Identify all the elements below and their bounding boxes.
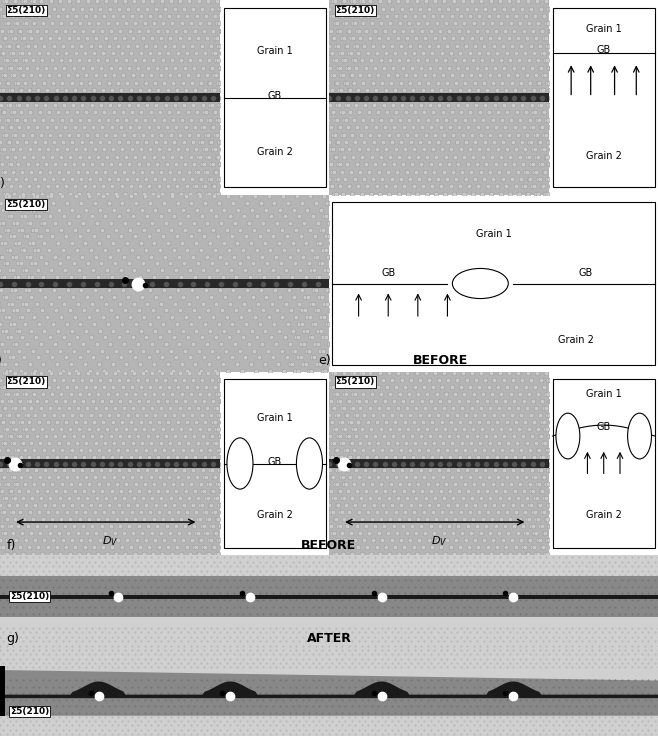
Ellipse shape	[227, 438, 253, 489]
Text: AFTER: AFTER	[307, 632, 351, 645]
Text: Grain 2: Grain 2	[257, 147, 293, 157]
Text: Σ5(210): Σ5(210)	[10, 592, 49, 601]
Ellipse shape	[556, 413, 580, 459]
Ellipse shape	[297, 438, 322, 489]
Text: Σ5(210): Σ5(210)	[7, 6, 46, 15]
Circle shape	[453, 269, 509, 299]
Text: GB: GB	[597, 422, 611, 432]
Bar	[0, 595, 658, 598]
Text: GB: GB	[268, 91, 282, 101]
Text: Grain 1: Grain 1	[586, 24, 622, 35]
Text: Grain 1: Grain 1	[586, 389, 622, 399]
Text: Grain 1: Grain 1	[257, 413, 293, 422]
Text: d): d)	[0, 353, 2, 367]
Polygon shape	[0, 670, 658, 715]
Bar	[0, 576, 658, 618]
Text: Σ5(210): Σ5(210)	[7, 200, 46, 209]
Text: GB: GB	[578, 268, 593, 278]
Text: BEFORE: BEFORE	[413, 353, 468, 367]
Text: Grain 2: Grain 2	[586, 510, 622, 520]
Text: e): e)	[318, 353, 330, 367]
Text: BEFORE: BEFORE	[301, 539, 357, 552]
Text: c): c)	[0, 177, 5, 190]
Text: f): f)	[7, 539, 16, 552]
Text: Grain 1: Grain 1	[257, 46, 293, 56]
Bar	[329, 93, 549, 102]
Text: GB: GB	[381, 268, 395, 278]
Text: g): g)	[7, 632, 20, 645]
Text: Grain 2: Grain 2	[558, 335, 594, 345]
Text: Grain 1: Grain 1	[476, 229, 511, 239]
Text: Σ5(210): Σ5(210)	[7, 378, 46, 386]
Bar	[0, 279, 329, 288]
Text: Grain 2: Grain 2	[586, 151, 622, 161]
Text: Σ5(210): Σ5(210)	[336, 378, 375, 386]
Bar	[0, 667, 5, 715]
Text: GB: GB	[597, 45, 611, 54]
Bar	[0, 459, 220, 468]
Text: $D_V$: $D_V$	[431, 534, 447, 548]
Bar	[0, 93, 220, 102]
Text: Σ5(210): Σ5(210)	[336, 6, 375, 15]
Bar	[329, 459, 549, 468]
Text: $D_V$: $D_V$	[102, 534, 118, 548]
Text: Σ5(210): Σ5(210)	[10, 707, 49, 716]
Text: GB: GB	[268, 456, 282, 467]
Text: Grain 2: Grain 2	[257, 510, 293, 520]
Ellipse shape	[628, 413, 651, 459]
